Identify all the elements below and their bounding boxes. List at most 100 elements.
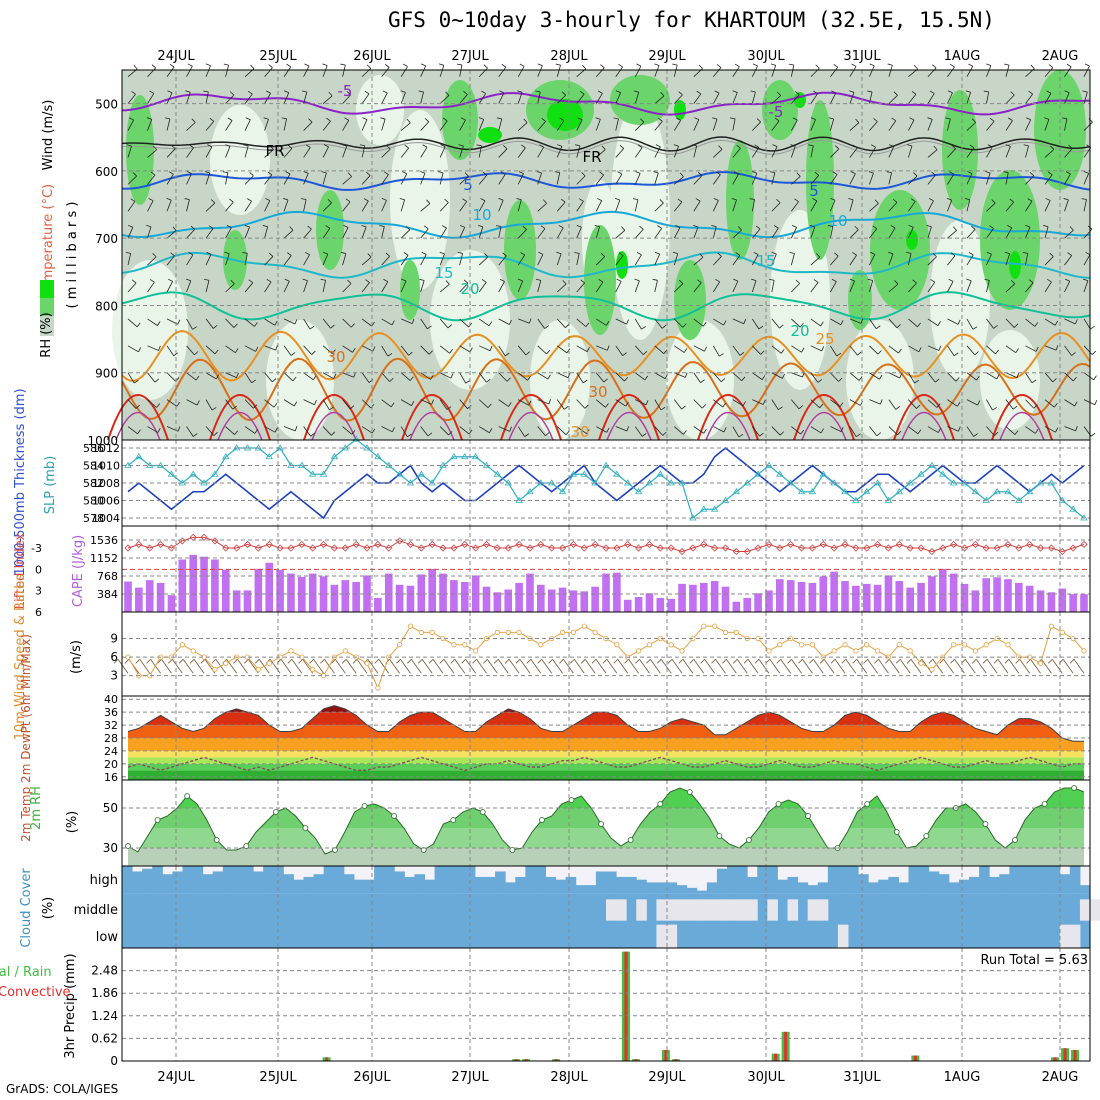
temp-tick-label: 36 [104,706,118,719]
wind-barb [225,283,235,293]
wind-barb-flag [537,63,543,67]
wind-barb-flag [813,279,819,283]
high-cloud-bar [747,876,758,894]
wind-barb-flag [753,251,759,255]
wind-barb [186,147,194,158]
wind-barb [498,66,507,77]
wind10m-barb-flag [330,658,336,664]
wind-barb-flag [795,279,800,284]
wind-barb [283,118,287,131]
wind-barb-flag [331,431,336,436]
wind-barb-flag [554,171,560,174]
wind-barb-flag [653,171,659,174]
wind-barb [830,345,838,357]
wind-barb-flag [465,380,471,384]
li-marker [222,544,230,552]
wind-barb-flag [682,323,687,328]
isotherm-35 [697,394,759,441]
wind-barb [1005,253,1011,266]
wind-barb [361,200,369,212]
wind-barb-flag [408,351,413,356]
high-cloud-bar [122,866,133,894]
wind-barb-flag [311,350,316,355]
wind-barb [518,399,529,406]
slp-marker [461,452,469,460]
rh2m-marker [893,829,900,835]
wind-barb-flag [856,433,861,438]
wind-barb [752,372,763,380]
temp-band [128,725,1084,738]
wind-barb-flag [717,252,722,257]
li-marker [243,540,252,549]
wind10m-tick-label: 3 [110,669,118,683]
wind-barb [927,93,935,104]
high-cloud-bar [807,885,819,894]
wind-barb-flag [655,144,661,148]
rh2m-marker [686,789,693,795]
wind-barb [537,91,541,104]
wind-barb [381,372,390,382]
wind-barb [478,282,487,293]
slp-line [127,438,1085,520]
wind-barb-flag [1034,429,1039,434]
wind-barb-flag [157,321,161,326]
rh2m-marker [1071,785,1078,791]
wind-barb-flag [204,171,210,174]
wind10m-barb [508,659,520,674]
wind-barb-flag [517,90,523,93]
wind-barb [322,280,326,293]
wind-barb [1044,372,1053,383]
wind-barb-flag [776,198,781,203]
wind-barb [615,345,623,356]
li-marker [667,544,675,552]
wind10m-barb [812,659,824,674]
high-cloud-bar [1019,866,1030,894]
wind-barb-flag [192,326,197,330]
high-cloud-bar [464,866,476,894]
wind-barb-flag [780,349,785,354]
wind-barb-flag [892,198,898,203]
high-cloud-bar [787,876,799,894]
wind-barb [400,255,409,266]
wind-barb-flag [500,171,506,175]
wind-barb [420,399,432,405]
wind-barb [244,318,255,327]
mid-cloud-gap [716,899,728,921]
wind-barb-flag [932,252,937,258]
high-cloud-bar [595,871,607,894]
wind-barb [674,372,686,378]
wind-barb [927,226,932,239]
li-marker [1015,544,1023,552]
wind-barb [342,318,352,328]
wind-barb [244,93,253,104]
wind-barb-flag [833,63,838,68]
wind-barb [537,202,547,212]
wind-barb-flag [1065,278,1070,282]
wind-barb-flag [430,374,434,380]
wind-barb-flag [994,431,999,436]
wind-barb-flag [594,225,600,228]
wind-barb-flag [796,172,801,177]
wind-barb-flag [672,251,678,255]
wind-barb [947,230,957,239]
wind-barb [713,148,723,158]
wind-barb-flag [966,278,972,282]
wind-barb [693,145,698,158]
wind-barb [966,254,974,266]
cape-bar [960,583,969,612]
wind-barb-flag [909,117,915,121]
wind10m-marker [907,648,913,654]
wind-barb [478,93,487,104]
slp-marker [797,487,806,495]
isotherm-label: 10 [472,206,491,224]
wind-barb-flag [605,403,609,408]
cape-bar [645,593,654,612]
wind-barb [1025,318,1036,327]
cape-bar [993,577,1001,612]
wind-barb-flag [676,117,681,121]
wind-barb [849,199,854,212]
cape-bar [558,587,567,612]
slp-marker [700,505,708,512]
wind-barb [888,426,898,436]
wind-barb-flag [681,405,686,410]
